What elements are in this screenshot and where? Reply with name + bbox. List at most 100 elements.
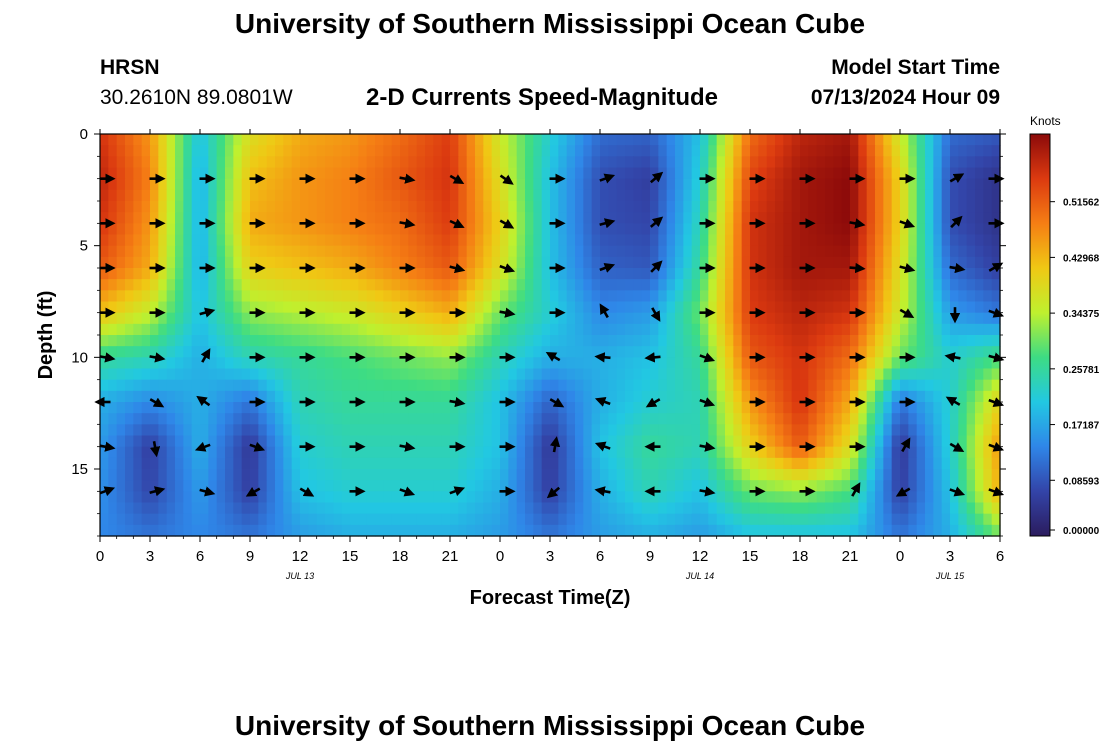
heat-cell	[558, 156, 568, 169]
heat-cell	[808, 134, 818, 146]
heat-cell	[425, 335, 434, 347]
heat-cell	[333, 469, 343, 481]
heat-cell	[533, 279, 543, 291]
heat-cell	[616, 346, 626, 358]
heat-cell	[600, 335, 609, 347]
heat-cell	[183, 513, 193, 526]
heat-cell	[308, 290, 318, 303]
heat-cell	[950, 402, 959, 414]
heat-cell	[183, 256, 193, 269]
heat-cell	[916, 469, 926, 481]
heat-cell	[216, 134, 226, 146]
heat-cell	[933, 301, 943, 314]
heat-cell	[258, 301, 268, 314]
heat-cell	[958, 189, 968, 202]
heat-cell	[591, 346, 601, 358]
heat-cell	[558, 189, 568, 202]
heat-cell	[733, 290, 743, 303]
heat-cell	[500, 312, 509, 325]
heat-cell	[900, 413, 909, 425]
heat-cell	[791, 201, 801, 213]
heat-cell	[233, 413, 243, 425]
heat-cell	[866, 268, 876, 280]
heat-cell	[566, 402, 576, 414]
heat-cell	[608, 134, 618, 146]
heat-cell	[491, 279, 501, 291]
heat-cell	[950, 178, 959, 191]
heat-cell	[491, 234, 501, 247]
heat-cell	[250, 279, 259, 291]
heat-cell	[300, 290, 309, 303]
heat-cell	[725, 368, 734, 381]
heat-cell	[791, 234, 801, 247]
current-vector	[849, 262, 866, 274]
heat-cell	[675, 256, 684, 269]
heat-cell	[433, 145, 443, 157]
heat-cell	[625, 424, 634, 437]
heat-cell	[266, 134, 276, 146]
heat-cell	[491, 357, 501, 370]
heat-cell	[725, 524, 734, 537]
heat-cell	[850, 234, 859, 247]
heat-cell	[408, 312, 418, 325]
heat-cell	[341, 513, 351, 526]
heat-cell	[700, 212, 709, 224]
heat-cell	[658, 201, 668, 213]
heat-cell	[500, 145, 509, 157]
heat-cell	[116, 446, 126, 459]
heat-cell	[875, 167, 884, 180]
heat-cell	[791, 256, 801, 269]
heat-cell	[491, 457, 501, 470]
heat-cell	[658, 446, 668, 459]
heat-cell	[791, 469, 801, 481]
heat-cell	[166, 156, 176, 169]
heat-cell	[875, 368, 884, 381]
heat-cell	[175, 279, 184, 291]
heat-cell	[558, 178, 568, 191]
heat-cell	[716, 268, 726, 280]
heat-cell	[966, 346, 976, 358]
heat-cell	[125, 502, 134, 515]
heat-cell	[408, 480, 418, 492]
current-vector	[594, 441, 611, 452]
heat-cell	[225, 167, 234, 180]
heat-cell	[541, 189, 551, 202]
heat-cell	[633, 323, 643, 336]
heat-cell	[225, 335, 234, 347]
heat-cell	[933, 256, 943, 269]
heat-cell	[641, 335, 651, 347]
heat-cell	[858, 357, 868, 370]
footer-title: University of Southern Mississippi Ocean…	[234, 710, 866, 741]
heat-cell	[541, 301, 551, 314]
heat-cell	[716, 469, 726, 481]
heat-cell	[791, 335, 801, 347]
heat-cell	[275, 502, 284, 515]
heat-cell	[100, 256, 109, 269]
heat-cell	[775, 145, 784, 157]
heat-cell	[191, 256, 201, 269]
station-name: HRSN	[100, 56, 160, 79]
heat-cell	[325, 189, 334, 202]
heat-cell	[258, 178, 268, 191]
heat-cell	[858, 201, 868, 213]
heat-cell	[125, 480, 134, 492]
heat-cell	[116, 357, 126, 370]
heat-cell	[958, 502, 968, 515]
heat-cell	[491, 413, 501, 425]
heat-cell	[500, 402, 509, 414]
heat-cell	[666, 268, 676, 280]
current-vector	[149, 441, 161, 458]
heat-cell	[933, 469, 943, 481]
heat-cell	[275, 480, 284, 492]
heat-cell	[533, 379, 543, 392]
heat-cell	[150, 469, 159, 481]
current-vector	[546, 486, 561, 499]
heat-cell	[416, 312, 426, 325]
heat-cell	[925, 491, 934, 504]
heat-cell	[241, 413, 251, 425]
heat-cell	[608, 368, 618, 381]
heat-cell	[133, 290, 143, 303]
heat-cell	[691, 457, 701, 470]
heat-cell	[250, 513, 259, 526]
heat-cell	[666, 323, 676, 336]
